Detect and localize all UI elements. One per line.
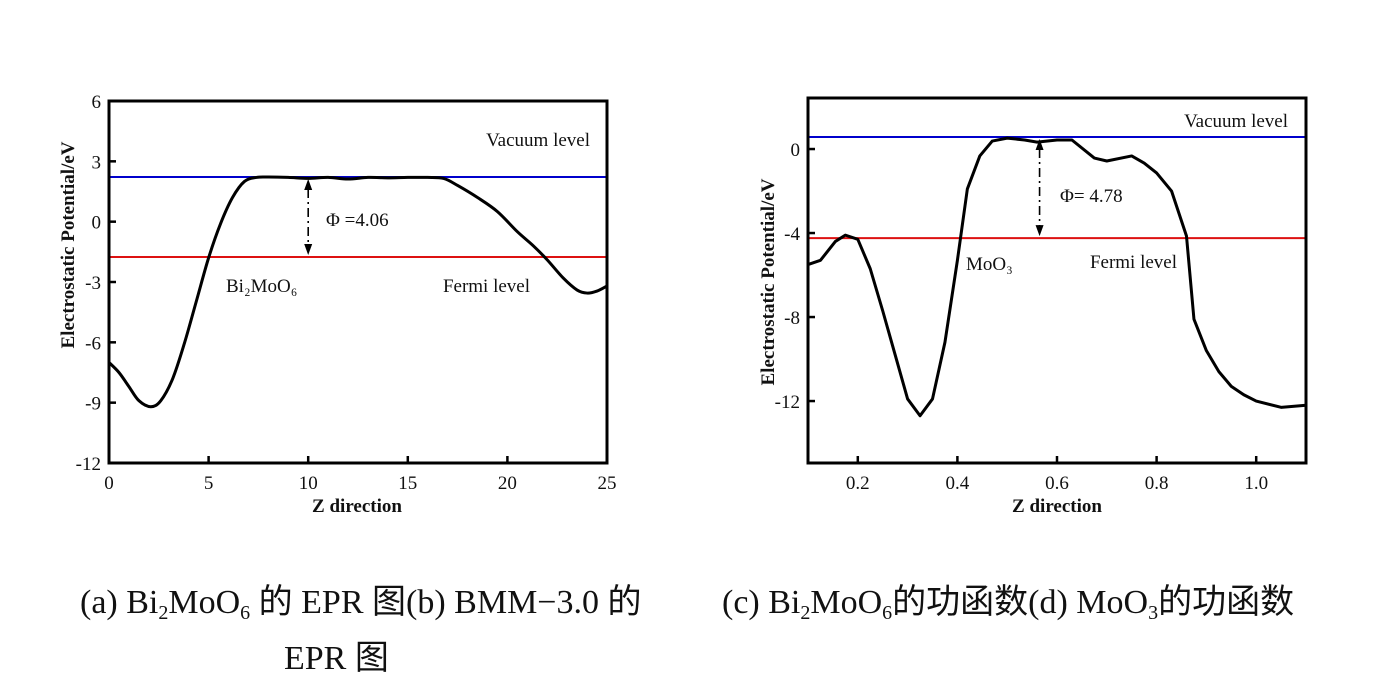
caption-left-line1: (a) Bi2MoO6 的 EPR 图(b) BMM−3.0 的 <box>80 574 641 625</box>
caption-right-part-c: 的功函数(d) MoO <box>892 584 1149 621</box>
x-tick-label: 20 <box>498 473 517 494</box>
caption-left-line2: EPR 图 <box>284 630 389 679</box>
x-axis-title: Z direction <box>312 496 402 517</box>
y-tick-label: 6 <box>92 92 102 113</box>
x-tick-label: 10 <box>299 473 318 494</box>
x-tick-label: 0.8 <box>1145 473 1169 494</box>
x-axis-title: Z direction <box>1012 496 1102 517</box>
plot-frame <box>806 96 1308 465</box>
fermi-level-label: Fermi level <box>1090 252 1177 273</box>
x-tick-label: 0.4 <box>946 473 970 494</box>
x-tick-label: 25 <box>598 473 617 494</box>
caption-right-sub-2: 2 <box>800 602 811 624</box>
vacuum-level-label: Vacuum level <box>1184 111 1288 132</box>
caption-right-part-b: MoO <box>810 584 883 621</box>
work-function-label: Φ =4.06 <box>326 210 389 231</box>
caption-right-part-d: 的功函数 <box>1158 584 1295 621</box>
y-tick-label: -12 <box>76 454 101 475</box>
chart-right: 0.2 0.4 0.6 0.8 1.0 0 -4 -8 -12 Z direction Electr… <box>758 96 1308 517</box>
material-label: MoO₃ <box>966 254 1013 275</box>
potential-curve <box>807 136 1307 418</box>
y-tick-label: 0 <box>791 140 801 161</box>
y-tick-label: -4 <box>784 224 800 245</box>
y-tick-label: -3 <box>85 273 101 294</box>
y-axis-title: Electrostatic Potential/eV <box>58 141 79 348</box>
caption-right-sub-3: 3 <box>1148 602 1159 624</box>
y-tick-label: -6 <box>85 333 101 354</box>
x-tick-label: 1.0 <box>1244 473 1268 494</box>
caption-left-sub-6: 6 <box>240 602 251 624</box>
material-label: Bi₂MoO₆ <box>226 276 297 297</box>
caption-left-part-b: MoO <box>168 584 241 621</box>
caption-right-sub-6: 6 <box>882 602 893 624</box>
arrow-head-up-icon <box>304 179 313 191</box>
fermi-level-label: Fermi level <box>443 276 530 297</box>
x-tick-label: 0.2 <box>846 473 870 494</box>
chart-left: 0 5 10 15 20 25 6 3 0 -3 -6 -9 -12 Z direction Electro… <box>58 92 617 517</box>
vacuum-level-label: Vacuum level <box>486 130 590 151</box>
arrow-head-down-icon <box>1035 225 1044 237</box>
caption-left-part-c: 的 EPR 图(b) BMM−3.0 的 <box>250 584 642 621</box>
y-tick-label: -8 <box>784 308 800 329</box>
y-tick-label: 3 <box>92 152 102 173</box>
arrow-head-up-icon <box>1035 139 1044 151</box>
work-function-label: Φ= 4.78 <box>1060 186 1123 207</box>
caption-left-part-a: (a) Bi <box>80 584 159 621</box>
x-tick-label: 15 <box>398 473 417 494</box>
caption-right-part-a: (c) Bi <box>722 584 801 621</box>
figure-charts: 0 5 10 15 20 25 6 3 0 -3 -6 -9 -12 Z direction Electro… <box>58 92 1308 517</box>
arrow-head-down-icon <box>304 244 313 256</box>
x-tick-label: 0 <box>104 473 114 494</box>
y-axis-title: Electrostatic Potential/eV <box>758 178 779 385</box>
caption-right: (c) Bi2MoO6的功函数(d) MoO3的功函数 <box>722 574 1294 625</box>
x-tick-label: 5 <box>204 473 214 494</box>
y-tick-label: -9 <box>85 394 101 415</box>
plot-frame <box>107 99 609 465</box>
x-tick-label: 0.6 <box>1045 473 1069 494</box>
y-tick-label: 0 <box>92 213 102 234</box>
caption-left-sub-2: 2 <box>158 602 169 624</box>
caption-left-line2-text: EPR 图 <box>284 640 389 677</box>
potential-curve <box>107 175 608 409</box>
y-tick-label: -12 <box>775 392 800 413</box>
